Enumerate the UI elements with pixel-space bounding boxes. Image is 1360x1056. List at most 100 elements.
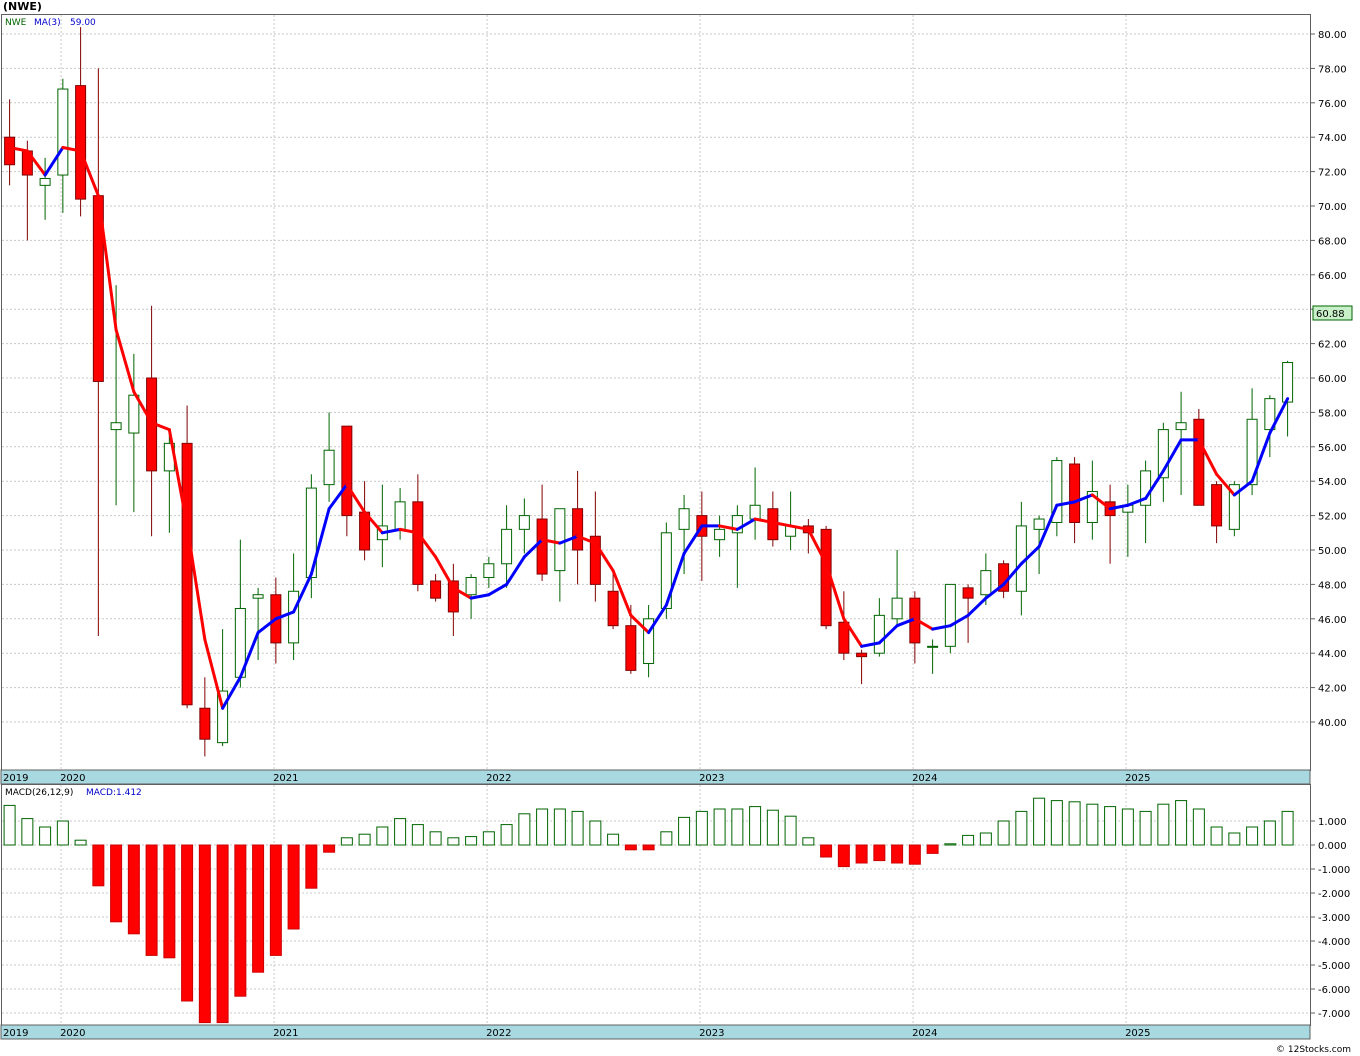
year-axis-labels-bottom: 2019 2020 2021 2022 2023 2024 2025 [3, 1028, 1151, 1039]
ma-segment [806, 527, 828, 566]
ma-segment [114, 328, 136, 394]
ma-segment [487, 582, 509, 597]
ma-segment [540, 538, 562, 545]
candle [128, 353, 140, 513]
candle-body [412, 501, 424, 585]
macd-bar [891, 844, 904, 864]
candle-body [199, 707, 211, 740]
candle [714, 515, 726, 557]
year-label: 2024 [912, 773, 937, 784]
macd-bar [624, 844, 637, 851]
candle [252, 587, 264, 661]
macd-bar [1015, 810, 1028, 846]
candle-body [962, 587, 974, 599]
ma-segment [43, 146, 65, 177]
ma-segment [1108, 503, 1130, 511]
price-tick-label: 56.00 [1318, 443, 1347, 454]
ma-segment [132, 390, 154, 425]
ma-segment [203, 637, 225, 710]
year-label: 2019 [3, 1028, 28, 1039]
candle [873, 598, 885, 657]
macd-bar [340, 837, 353, 846]
ma-segment [345, 483, 367, 514]
candle-body [643, 618, 655, 665]
macd-bar [1104, 806, 1117, 846]
ma-segment [1215, 472, 1236, 497]
ma-segment [1232, 479, 1254, 497]
ma-segment [948, 613, 970, 628]
year-label: 2024 [912, 1028, 937, 1039]
macd-bar [269, 844, 282, 956]
macd-bar [1139, 810, 1152, 846]
macd-bar [962, 834, 975, 846]
ma-segment [682, 524, 704, 555]
macd-bar [1175, 800, 1188, 846]
ma-segment [1197, 438, 1219, 476]
price-tick-label: 72.00 [1318, 168, 1347, 179]
macd-bar [749, 806, 762, 846]
macd-legend-value: MACD:1.412 [86, 788, 142, 798]
macd-bar [500, 824, 513, 846]
candle [501, 505, 513, 588]
macd-bar [571, 810, 584, 846]
year-label: 2025 [1125, 1028, 1150, 1039]
candle [199, 677, 211, 757]
candle-body [501, 528, 513, 565]
price-tick-label: 44.00 [1318, 649, 1347, 660]
candle-body [288, 590, 300, 644]
ma-segment [629, 613, 651, 635]
macd-tick-label: -5.000 [1318, 961, 1350, 972]
year-gridlines [60, 15, 1127, 770]
candle-body [75, 85, 87, 200]
macd-bar [482, 831, 495, 846]
candle-body [252, 594, 264, 599]
macd-bar [678, 816, 691, 846]
macd-bar [1086, 803, 1099, 846]
macd-bar [1281, 810, 1294, 846]
ma-segment [185, 524, 207, 641]
moving-average-line [8, 146, 1290, 710]
ma-segment [1250, 431, 1272, 483]
macd-bar [536, 808, 549, 846]
candle-body [483, 563, 495, 579]
candle-body [39, 177, 51, 186]
candle-body [1264, 398, 1276, 431]
price-tick-label: 58.00 [1318, 408, 1347, 419]
ma-segment [771, 520, 793, 528]
macd-bar [92, 844, 105, 887]
macd-bar [429, 831, 442, 846]
candle [572, 470, 584, 585]
legend-symbol: NWE [5, 18, 27, 28]
year-label: 2022 [486, 773, 511, 784]
candle [1175, 391, 1187, 495]
macd-bar [323, 844, 336, 853]
price-tick-label: 62.00 [1318, 340, 1347, 351]
macd-bar [3, 804, 16, 846]
macd-histogram [3, 797, 1294, 1024]
candle-body [838, 621, 850, 654]
macd-bar [1068, 801, 1081, 846]
candle-body [1193, 418, 1205, 506]
macd-bar [216, 844, 229, 1024]
candle-body [128, 394, 140, 434]
macd-bar [39, 826, 52, 846]
year-label: 2023 [699, 773, 724, 784]
candle [1228, 481, 1240, 537]
macd-bar [979, 832, 992, 846]
year-label: 2020 [60, 1028, 85, 1039]
price-tick-label: 48.00 [1318, 580, 1347, 591]
ma-segment [664, 551, 686, 607]
macd-bar [553, 808, 566, 846]
year-label: 2025 [1125, 773, 1150, 784]
year-label: 2022 [486, 1028, 511, 1039]
macd-bar [944, 843, 957, 846]
macd-bar [358, 833, 371, 846]
ma-segment [1073, 493, 1094, 504]
candle [678, 494, 690, 575]
candle-body [217, 690, 229, 744]
macd-bar [1192, 808, 1205, 846]
candle-body [1033, 518, 1045, 530]
candle [589, 491, 601, 602]
candle [944, 583, 956, 654]
macd-bar [252, 844, 265, 973]
